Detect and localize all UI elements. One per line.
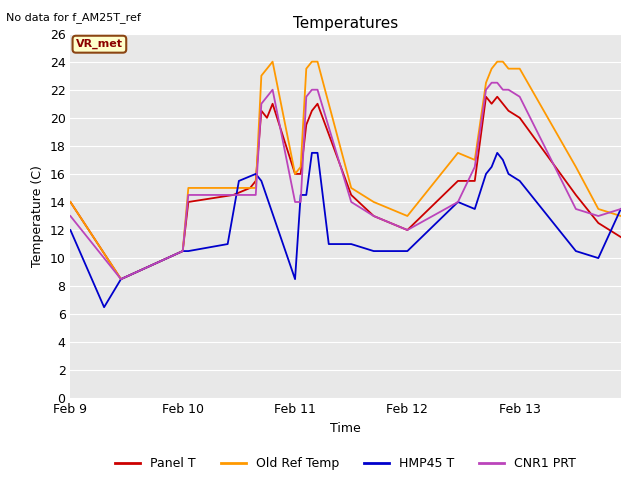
X-axis label: Time: Time [330, 422, 361, 435]
Legend: Panel T, Old Ref Temp, HMP45 T, CNR1 PRT: Panel T, Old Ref Temp, HMP45 T, CNR1 PRT [110, 452, 581, 475]
Title: Temperatures: Temperatures [293, 16, 398, 31]
Y-axis label: Temperature (C): Temperature (C) [31, 165, 44, 267]
Text: No data for f_AM25T_ref: No data for f_AM25T_ref [6, 12, 141, 23]
Text: VR_met: VR_met [76, 39, 123, 49]
